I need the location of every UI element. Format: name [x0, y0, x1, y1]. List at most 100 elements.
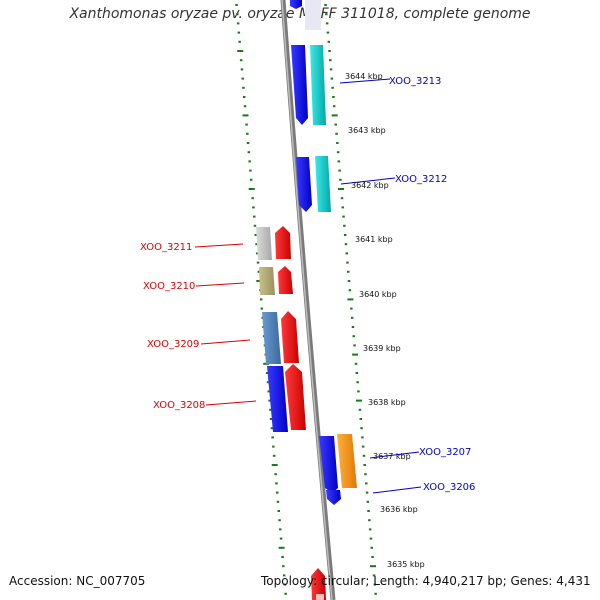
- gene-label-xoo-3210[interactable]: XOO_3210: [143, 281, 195, 292]
- track-dot: [343, 224, 346, 227]
- gene-xoo-3210-b[interactable]: [278, 266, 293, 294]
- track-dot: [239, 59, 243, 62]
- gene-label-xoo-3212[interactable]: XOO_3212: [395, 174, 447, 185]
- gene-xoo-3210[interactable]: [259, 267, 275, 295]
- track-dot: [259, 298, 263, 301]
- track-dot: [362, 454, 366, 457]
- track-dot: [256, 252, 259, 255]
- backbone-highlight: [281, 0, 333, 600]
- track-dot: [252, 206, 255, 209]
- scale-label: 3636 kbp: [380, 505, 418, 514]
- track-dot: [245, 123, 248, 126]
- track-dot: [269, 408, 272, 411]
- gene-xoo-3211[interactable]: [256, 227, 272, 260]
- track-dot: [332, 96, 335, 98]
- callout-xoo-3209: [200, 339, 251, 345]
- track-dot: [339, 178, 342, 181]
- track-dot: [351, 326, 355, 328]
- gene-xoo-3212-a[interactable]: [296, 157, 312, 212]
- track-dot: [276, 500, 280, 503]
- track-dot: [256, 280, 263, 282]
- track-dot: [325, 22, 329, 25]
- track-dot: [275, 482, 278, 485]
- scale-label: 3644 kbp: [345, 72, 383, 81]
- track-dot: [271, 464, 278, 466]
- track-dot: [251, 197, 254, 200]
- gene-xoo-3207[interactable]: [337, 434, 357, 488]
- callout-xoo-3210: [195, 282, 245, 287]
- gene-xoo-3206[interactable]: [326, 490, 341, 505]
- track-dot: [257, 270, 261, 273]
- track-dot: [336, 151, 340, 154]
- scale-label: 3638 kbp: [368, 398, 406, 407]
- track-dot: [372, 574, 376, 577]
- track-dot: [347, 298, 354, 301]
- track-dot: [240, 68, 244, 71]
- gene-partial-top-faded[interactable]: [305, 0, 321, 30]
- gene-label-xoo-3213[interactable]: XOO_3213: [389, 76, 441, 87]
- track-dot: [282, 565, 285, 568]
- scale-label: 3635 kbp: [387, 560, 425, 569]
- track-dot: [246, 132, 249, 135]
- gene-xoo-3209[interactable]: [262, 312, 281, 364]
- track-dot: [256, 261, 260, 264]
- track-dot: [242, 114, 249, 117]
- track-dot: [346, 261, 349, 264]
- track-dot: [237, 31, 241, 34]
- scale-label: 3642 kbp: [351, 181, 389, 190]
- track-dot: [279, 528, 282, 531]
- accession-text: Accession: NC_007705: [9, 574, 146, 588]
- gene-xoo-3211-b[interactable]: [275, 226, 291, 259]
- track-dot: [327, 40, 330, 43]
- gene-xoo-3213[interactable]: [310, 45, 326, 125]
- gene-xoo-3212[interactable]: [315, 156, 331, 212]
- track-dot: [361, 445, 365, 448]
- gene-label-xoo-3209[interactable]: XOO_3209: [147, 339, 199, 350]
- track-dot: [235, 4, 238, 6]
- gene-xoo-3213-a[interactable]: [291, 45, 308, 125]
- callout-xoo-3213: [339, 78, 391, 84]
- dotted-tracks: [235, 4, 377, 595]
- scale-label: 3639 kbp: [363, 344, 401, 353]
- scale-label: 3640 kbp: [359, 290, 397, 299]
- track-dot: [281, 556, 284, 558]
- gene-partial-bottom[interactable]: [311, 568, 326, 600]
- gene-label-xoo-3211[interactable]: XOO_3211: [140, 242, 192, 253]
- track-dot: [365, 482, 368, 485]
- gene-xoo-3208-b[interactable]: [285, 364, 306, 430]
- scale-label: 3643 kbp: [348, 126, 386, 135]
- gene-partial-top[interactable]: [290, 0, 302, 9]
- track-dot: [338, 169, 341, 172]
- gene-xoo-3207-a[interactable]: [319, 436, 338, 493]
- track-dot: [268, 399, 271, 402]
- gene-label-xoo-3206[interactable]: XOO_3206: [423, 482, 475, 493]
- track-dot: [249, 169, 252, 172]
- track-dot: [253, 224, 257, 227]
- track-dot: [341, 206, 344, 209]
- track-dot: [278, 519, 281, 522]
- track-dot: [278, 546, 285, 549]
- gene-label-xoo-3208[interactable]: XOO_3208: [153, 400, 205, 411]
- track-dot: [352, 353, 359, 356]
- track-dot: [274, 473, 277, 476]
- track-dot: [242, 86, 245, 89]
- track-dot: [324, 4, 327, 6]
- gene-xoo-3209-b[interactable]: [281, 311, 299, 363]
- track-dot: [357, 390, 360, 393]
- track-dot: [374, 592, 377, 595]
- track-dot: [366, 500, 370, 503]
- track-dot: [338, 188, 344, 190]
- track-dot: [334, 123, 337, 126]
- track-dot: [348, 289, 352, 292]
- gene-partial-bottom-faded: [316, 594, 324, 600]
- callout-xoo-3211: [194, 243, 244, 248]
- track-dot: [329, 59, 332, 62]
- track-dot: [243, 96, 246, 98]
- track-dot: [253, 215, 256, 218]
- track-dot: [266, 381, 270, 384]
- gene-xoo-3208[interactable]: [267, 366, 288, 432]
- track-dot: [336, 142, 339, 144]
- track-dot: [248, 160, 251, 163]
- gene-label-xoo-3207[interactable]: XOO_3207: [419, 447, 471, 458]
